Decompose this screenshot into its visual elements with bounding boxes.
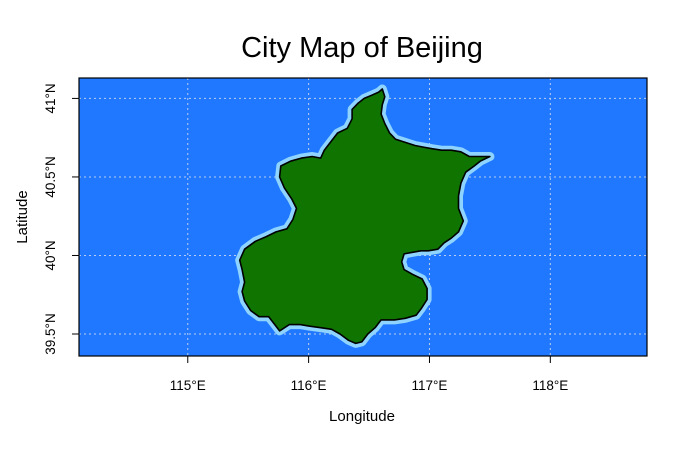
y-tick-label-0: 39.5°N bbox=[43, 313, 58, 354]
x-tick-label-2: 117°E bbox=[411, 378, 447, 393]
y-tick-label-2: 40.5°N bbox=[43, 156, 58, 197]
map-title: City Map of Beijing bbox=[241, 32, 483, 64]
y-axis: 39.5°N 40°N 40.5°N 41°N bbox=[43, 83, 79, 355]
x-axis: 115°E 116°E 117°E 118°E bbox=[170, 356, 568, 393]
y-axis-title: Latitude bbox=[14, 190, 31, 243]
x-tick-label-3: 118°E bbox=[532, 378, 568, 393]
y-tick-label-3: 41°N bbox=[43, 83, 58, 113]
y-tick-label-1: 40°N bbox=[43, 240, 58, 270]
x-tick-label-0: 115°E bbox=[170, 378, 206, 393]
plot-frame bbox=[78, 77, 648, 357]
x-tick-label-1: 116°E bbox=[291, 378, 327, 393]
beijing-region bbox=[238, 88, 491, 345]
x-axis-title: Longitude bbox=[329, 408, 395, 425]
